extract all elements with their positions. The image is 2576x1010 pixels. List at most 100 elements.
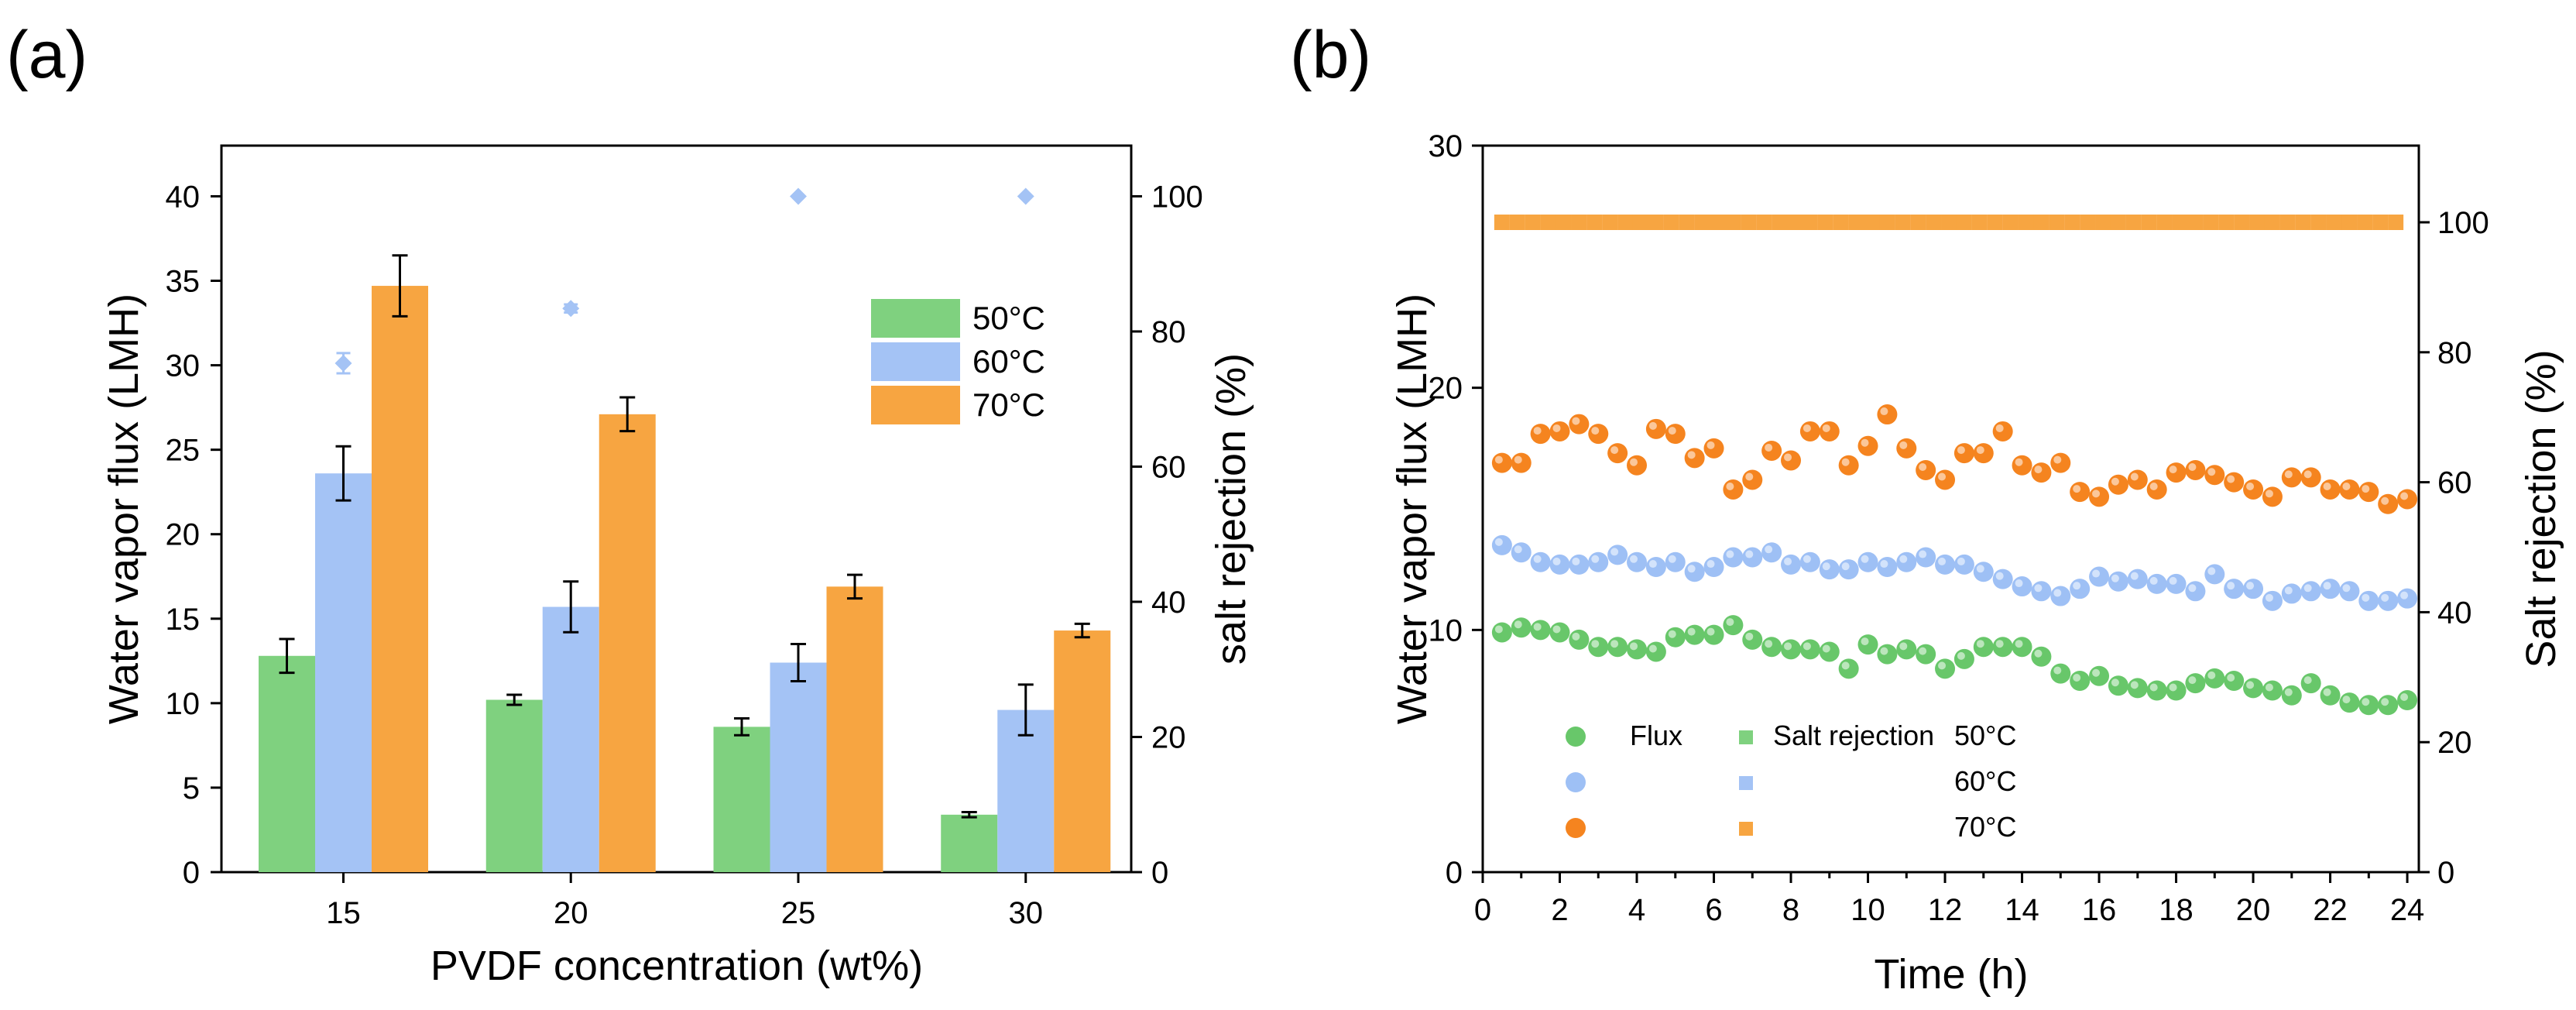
flux-point-70c [2300,467,2321,488]
flux-point-50c [2358,695,2379,716]
flux-point-60c [2070,579,2091,599]
flux-point-50c [2320,685,2341,706]
flux-point-highlight [1591,555,1600,563]
flux-point-highlight [1610,446,1619,455]
flux-point-highlight [2053,455,2062,464]
y-tick-label: 0 [1446,856,1463,890]
rejection-point-70c [2033,215,2049,231]
flux-point-highlight [1938,557,1947,565]
x-tick-label: 20 [2236,893,2271,927]
flux-point-50c [1838,658,1859,679]
flux-point-50c [1588,637,1609,658]
panel-a-plot-frame [220,144,1133,874]
flux-point-highlight [2284,688,2293,696]
y2-tick-label: 80 [2437,336,2472,370]
flux-point-highlight [2149,683,2158,692]
flux-point-50c [1781,639,1802,660]
flux-point-50c [1723,615,1744,636]
bar-50c-15 [259,655,315,872]
flux-point-50c [1549,622,1570,643]
flux-point-highlight [1784,453,1792,462]
flux-point-50c [1799,639,1820,660]
flux-point-highlight [1533,623,1542,631]
rejection-point-70c [2310,215,2327,231]
flux-point-highlight [1765,545,1773,554]
legend-flux-marker-70 [1566,818,1586,838]
flux-point-60c [2243,579,2264,599]
flux-point-70c [1838,455,1859,476]
flux-point-highlight [2323,482,2331,490]
flux-point-highlight [2188,676,2197,685]
flux-point-50c [2070,670,2091,691]
rejection-point-70c [2357,215,2373,231]
rejection-point-70c [2172,215,2188,231]
flux-point-70c [1530,424,1551,445]
flux-point-70c [1549,421,1570,441]
flux-point-highlight [1745,550,1754,558]
flux-point-70c [1761,440,1782,461]
legend-label-70: 70°C [972,386,1045,423]
flux-point-50c [1953,648,1974,669]
flux-point-60c [2224,579,2245,599]
y2-tick-label: 40 [1151,586,1186,620]
flux-point-highlight [1841,661,1850,670]
flux-point-highlight [1957,651,1965,660]
flux-point-70c [1953,443,1974,464]
x-tick-label: 10 [1851,893,1885,927]
flux-point-highlight [2323,582,2331,590]
flux-point-highlight [2015,579,2023,588]
flux-point-highlight [1919,550,1927,558]
flux-point-highlight [2053,666,2062,675]
flux-point-highlight [2053,589,2062,597]
y2-tick-label: 0 [2437,856,2454,890]
rejection-point-70c [2141,215,2157,231]
flux-point-70c [1742,469,1763,490]
flux-point-highlight [2188,584,2197,593]
rejection-point-70c [1586,215,1603,231]
rejection-point-70c [1710,215,1726,231]
panel-b-rejection-markers [1494,215,2404,231]
flux-point-50c [1877,644,1898,665]
legend-rejection-marker-70 [1739,822,1753,836]
panel-a-label: (a) [6,18,87,92]
flux-point-50c [2146,680,2167,701]
flux-point-highlight [1803,642,1811,651]
flux-point-highlight [1899,642,1908,651]
flux-point-50c [2166,680,2187,701]
flux-point-highlight [2130,572,2139,580]
panel-b-y2-axis-title: Salt rejection (%) [2518,349,2564,668]
y2-tick-label: 100 [1151,180,1203,214]
flux-point-60c [1703,557,1724,578]
flux-point-highlight [2265,683,2273,692]
rejection-point-70c [2279,215,2296,231]
legend-rejection-marker-60 [1739,776,1753,790]
x-tick-label: 0 [1474,893,1491,927]
flux-point-highlight [1572,632,1580,641]
flux-point-highlight [2073,673,2081,682]
flux-point-highlight [1880,647,1888,655]
flux-point-highlight [1668,555,1676,563]
bar-70c-20 [599,414,656,872]
flux-point-highlight [1494,538,1503,546]
legend-flux-label: Flux [1630,720,1682,751]
flux-point-highlight [1552,557,1561,565]
legend-rejection-label: Salt rejection [1773,720,1934,751]
panel-a-axes: 0 5 10 15 20 25 30 35 40 0 20 40 60 80 100 15 20 25 30 [166,180,1203,930]
flux-point-highlight [1706,560,1715,569]
rejection-point-70c [1540,215,1556,231]
rejection-marker-30 [1017,187,1034,205]
rejection-point-70c [1509,215,1525,231]
flux-point-highlight [1572,557,1580,565]
flux-point-50c [1992,637,2013,658]
legend-swatch-50 [871,299,960,338]
flux-point-60c [1916,547,1936,568]
flux-point-60c [2320,579,2341,599]
flux-point-highlight [2034,649,2043,658]
flux-point-60c [1953,554,1974,575]
legend-label-50: 50°C [972,300,1045,336]
flux-point-60c [1819,559,1840,580]
rejection-point-70c [1864,215,1880,231]
rejection-point-70c [2218,215,2235,231]
y2-tick-label: 20 [2437,726,2472,760]
